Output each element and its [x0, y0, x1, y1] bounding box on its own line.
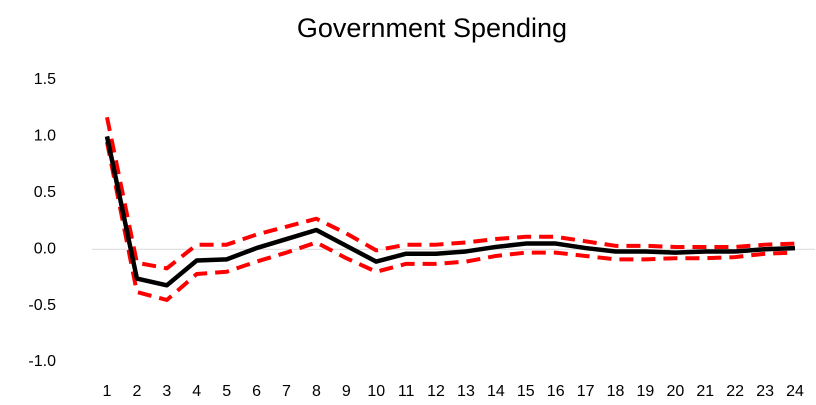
- x-tick-label: 3: [162, 383, 171, 400]
- x-tick-label: 24: [786, 383, 804, 400]
- y-tick-label: -1.0: [28, 353, 56, 370]
- x-tick-label: 22: [726, 383, 744, 400]
- y-tick-label: -0.5: [28, 297, 56, 314]
- x-tick-label: 12: [427, 383, 445, 400]
- x-tick-label: 9: [342, 383, 351, 400]
- x-tick-label: 14: [487, 383, 505, 400]
- x-tick-label: 7: [282, 383, 291, 400]
- x-tick-label: 21: [696, 383, 714, 400]
- y-tick-label: 1.5: [34, 71, 56, 88]
- x-tick-label: 11: [398, 383, 415, 400]
- y-tick-label: 0.5: [34, 184, 56, 201]
- x-tick-label: 5: [222, 383, 231, 400]
- y-tick-label: 0.0: [34, 240, 56, 257]
- x-tick-label: 2: [132, 383, 141, 400]
- x-tick-label: 8: [312, 383, 321, 400]
- x-tick-label: 20: [666, 383, 684, 400]
- chart-title: Government Spending: [297, 13, 567, 43]
- x-tick-label: 6: [252, 383, 261, 400]
- x-tick-label: 10: [367, 383, 385, 400]
- x-tick-label: 4: [192, 383, 201, 400]
- series-line: [105, 141, 796, 302]
- x-tick-label: 13: [457, 383, 475, 400]
- x-tick-label: 1: [103, 383, 112, 400]
- x-tick-label: 18: [607, 383, 625, 400]
- y-tick-label: 1.0: [34, 128, 56, 145]
- x-tick-label: 15: [517, 383, 535, 400]
- series-line: [105, 116, 796, 271]
- x-tick-label: 23: [756, 383, 774, 400]
- x-tick-label: 17: [577, 383, 595, 400]
- x-tick-label: 16: [547, 383, 565, 400]
- series-line: [104, 135, 796, 288]
- x-tick-label: 19: [637, 383, 655, 400]
